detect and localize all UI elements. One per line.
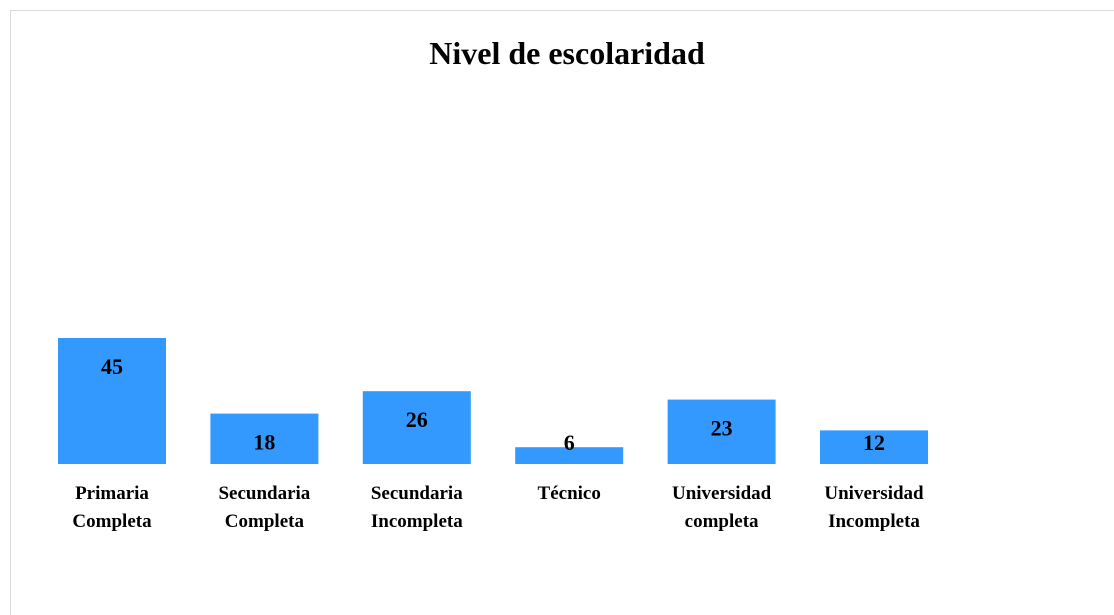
- bar: [515, 447, 624, 464]
- chart-title: Nivel de escolaridad: [429, 35, 705, 71]
- data-label: 23: [711, 416, 733, 441]
- category-label: Universidad completa: [671, 483, 772, 532]
- data-label: 6: [564, 430, 575, 455]
- bar: [667, 399, 776, 464]
- data-label: 18: [253, 430, 275, 455]
- bar: [58, 338, 166, 464]
- data-label: 12: [863, 430, 885, 455]
- bar: [820, 430, 928, 464]
- category-label: Universidad Incompleta: [824, 483, 924, 532]
- category-label: Secundaria Incompleta: [370, 483, 463, 532]
- category-label: Primaria Completa: [72, 483, 152, 532]
- chart-border: [10, 10, 1114, 615]
- bar: [362, 391, 471, 464]
- data-label: 26: [406, 407, 428, 432]
- data-label: 45: [101, 354, 123, 379]
- bar: [210, 413, 319, 464]
- category-label: Secundaria Completa: [218, 483, 311, 532]
- category-label: Técnico: [537, 483, 601, 504]
